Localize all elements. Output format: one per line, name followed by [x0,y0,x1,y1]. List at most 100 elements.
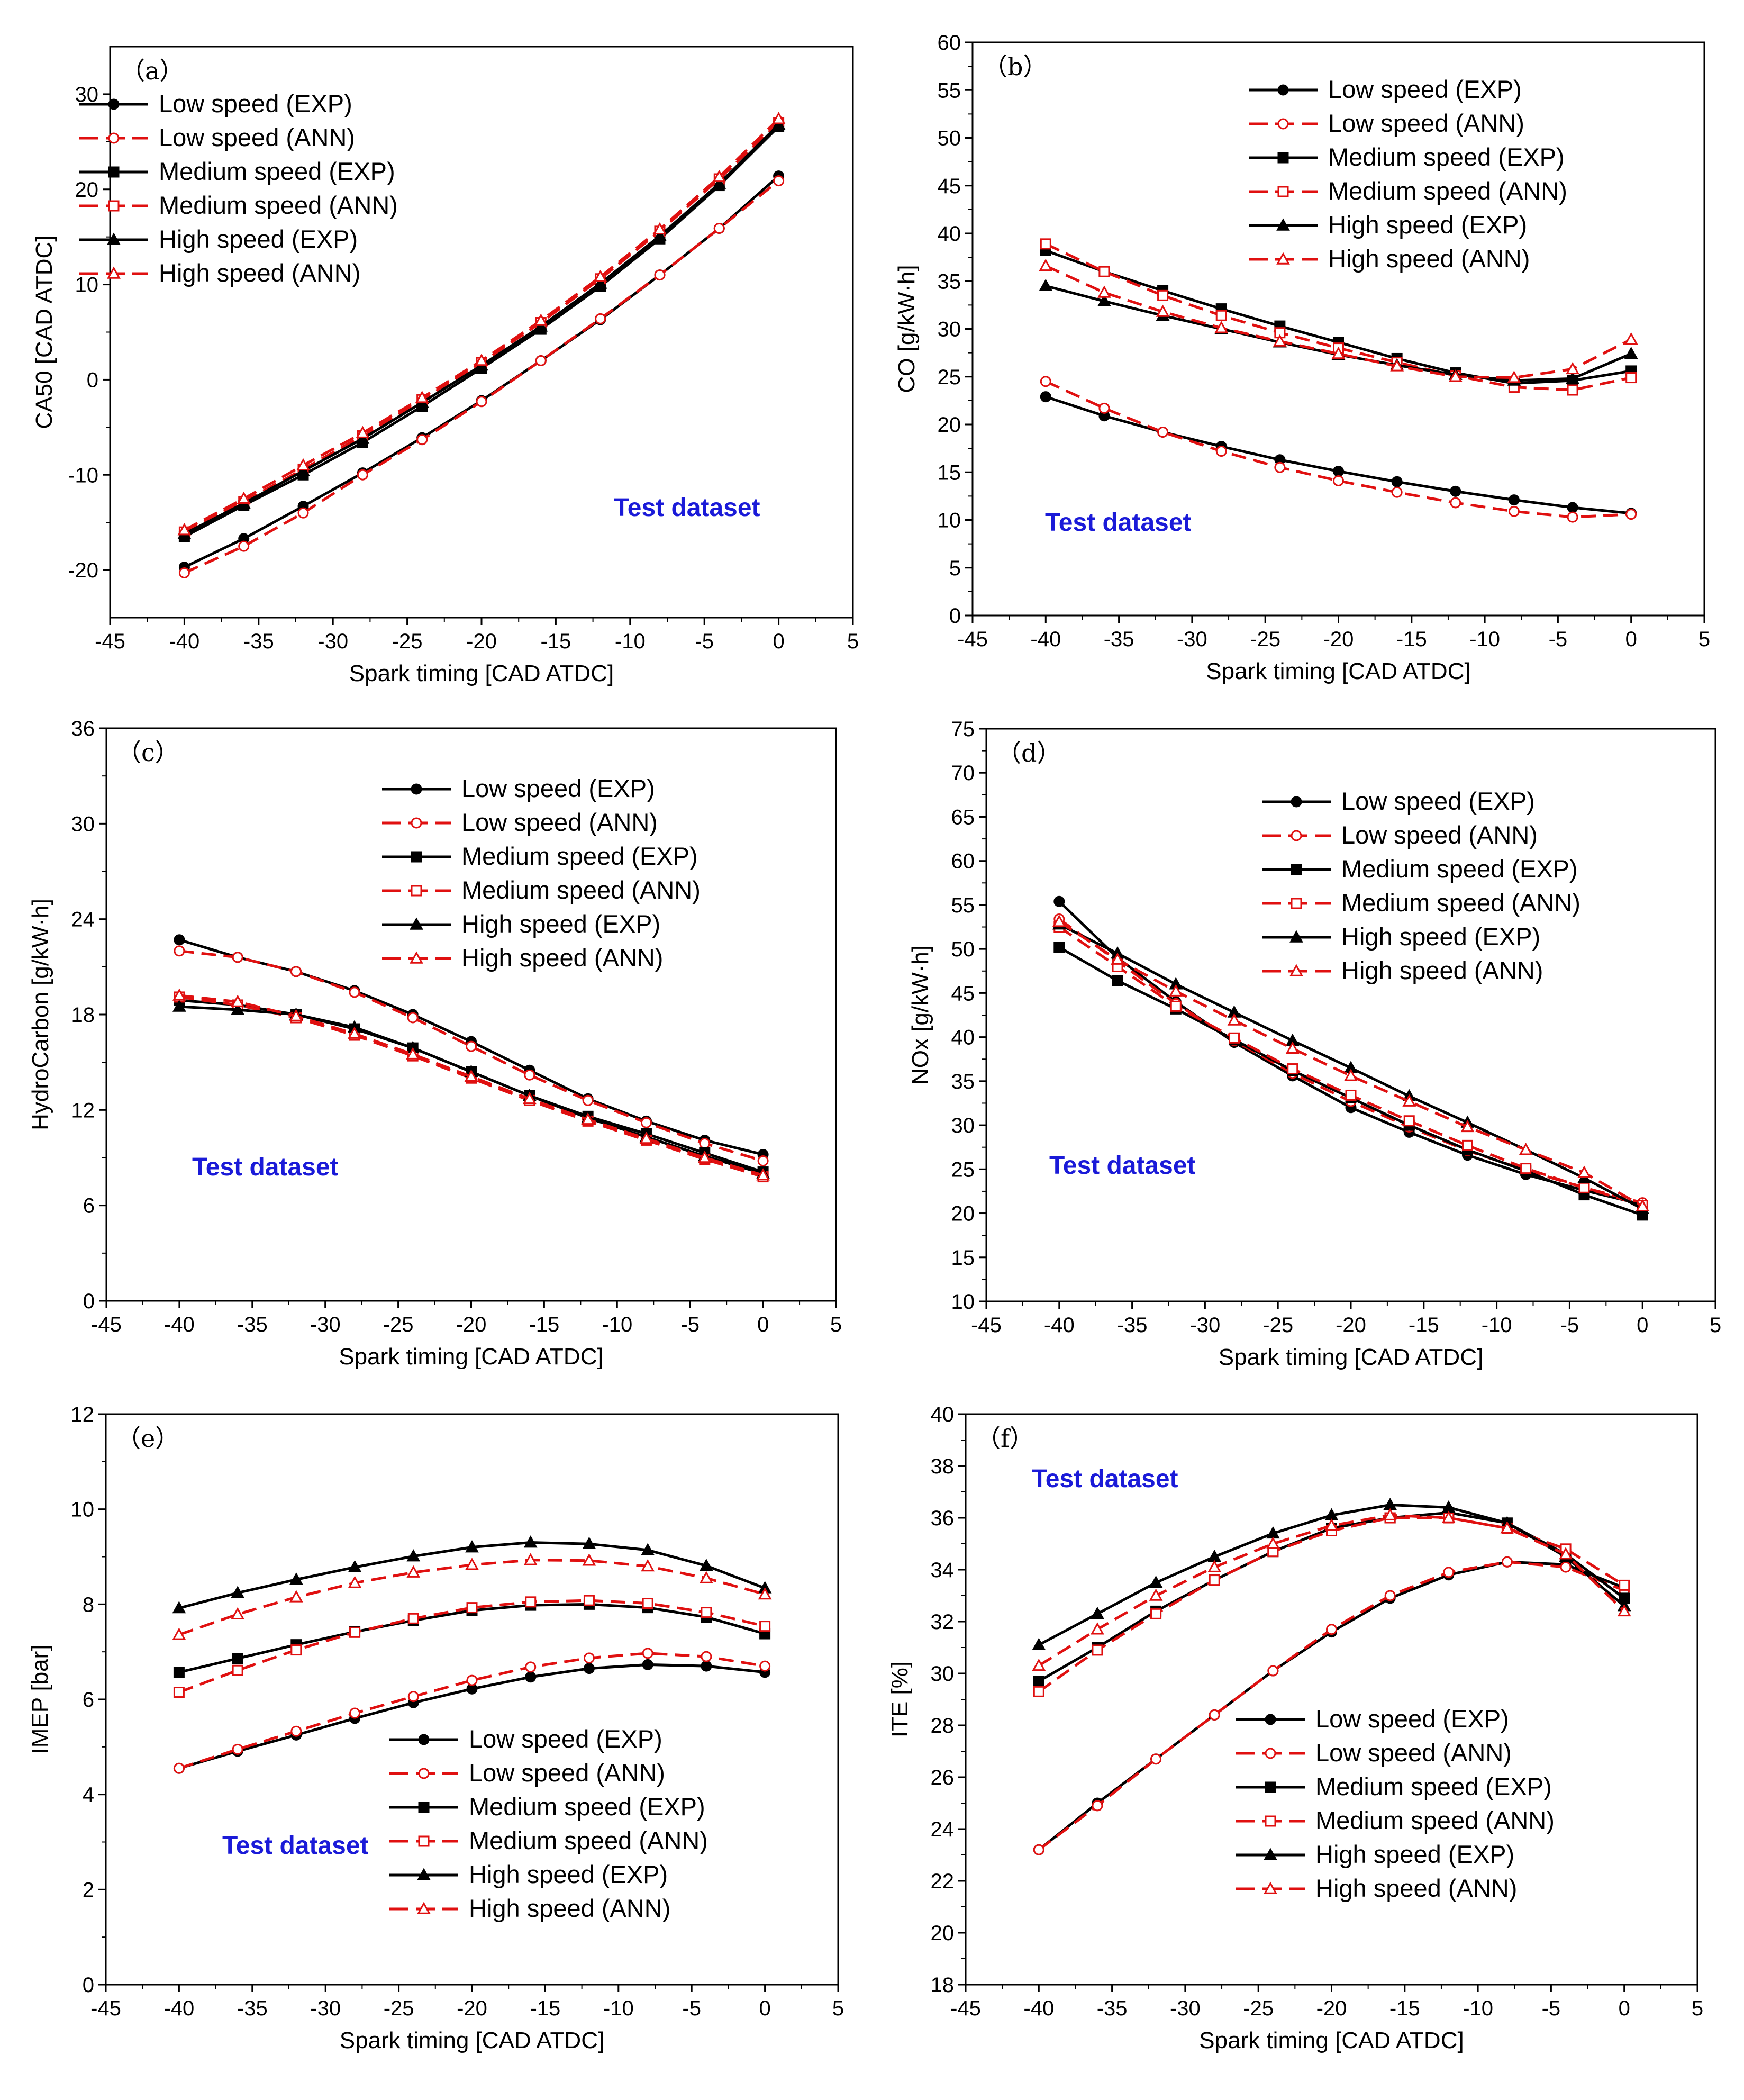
data-point [1052,915,1066,927]
data-point [406,1549,421,1562]
y-tick-label: 70 [951,762,975,785]
y-tick-label: 10 [938,509,961,532]
x-tick-label: -35 [243,630,274,653]
data-point [1344,1069,1358,1081]
data-point [1448,369,1463,382]
data-point [1274,461,1286,473]
y-tick-label: 36 [71,717,95,740]
x-tick-label: -40 [164,1997,194,2020]
data-point [415,391,429,403]
data-point [1333,475,1344,486]
data-point [1461,1139,1473,1151]
data-point [1450,485,1461,497]
data-point [1619,1579,1630,1591]
data-point [1097,294,1111,306]
x-tick-label: -40 [169,630,199,653]
legend-marker [1265,1815,1276,1827]
data-point [1624,332,1638,345]
data-point [525,1596,537,1608]
data-point [1273,334,1287,347]
data-point [466,1602,478,1614]
legend-entry: Low speed (ANN) [1341,821,1538,849]
chart-panel-6: -45 -40 -35 -30 -25 -20 -15 -10 -5 0 5 18 20 22 24 26 28… [887,1403,1703,2053]
series-line [1058,920,1643,1208]
series-line [1045,395,1631,515]
data-point [290,966,302,977]
data-point [583,1663,595,1674]
data-point [407,1012,419,1024]
x-tick-label: 5 [832,1997,844,2020]
data-point [1040,376,1051,387]
legend-entry: Medium speed (ANN) [1341,889,1580,917]
x-tick-label: 5 [830,1313,842,1336]
data-point [1559,1547,1573,1560]
legend-marker [108,166,120,178]
x-tick-label: -5 [695,630,714,653]
x-tick-label: -40 [1023,1997,1054,2020]
y-tick-label: 15 [938,461,961,484]
legend-marker [1277,186,1289,197]
data-point [701,1651,712,1662]
y-tick-label: 6 [83,1688,94,1712]
data-point [1227,1013,1241,1026]
data-point [1097,285,1111,298]
series-line [1038,1516,1625,1693]
legend-entry: Low speed (EXP) [1328,75,1522,103]
data-point [1402,1094,1416,1107]
x-tick-label: -10 [615,630,646,653]
x-tick-label: -45 [95,630,125,653]
y-axis-label: CA50 [CAD ATDC] [31,236,57,429]
data-point [1391,486,1403,498]
data-point [356,426,370,438]
data-point [701,1607,712,1618]
data-point [1508,494,1520,506]
legend-entry: High speed (EXP) [1315,1840,1514,1868]
series-1 [1040,391,1637,519]
data-point [1157,426,1169,438]
legend-entry: High speed (EXP) [159,225,358,253]
series-5 [1039,278,1638,386]
data-point [1441,1510,1456,1523]
data-point [1092,1800,1103,1812]
data-point [406,1565,421,1578]
data-point [289,1572,303,1585]
y-tick-label: 60 [951,850,975,873]
legend-marker [1291,898,1302,909]
data-point [525,1661,537,1673]
x-tick-label: -20 [456,1313,487,1336]
series-6 [172,1553,772,1640]
data-point [1384,1590,1396,1601]
x-tick-label: -30 [310,1313,341,1336]
legend-entry: Medium speed (ANN) [469,1826,708,1854]
x-tick-label: -30 [1189,1314,1220,1337]
data-point [712,169,726,183]
data-point [1625,372,1637,384]
x-tick-label: -15 [530,1997,560,2020]
data-point [1091,1622,1104,1635]
series-5 [1032,1498,1631,1650]
data-point [1033,1676,1044,1687]
y-axis-label: ITE [%] [887,1661,913,1737]
data-point [238,540,250,552]
data-point [524,1069,535,1081]
panel-label: （a） [121,57,184,85]
data-point [407,1691,419,1703]
legend-entry: Low speed (ANN) [1315,1739,1512,1767]
panel-label: （e） [116,1424,179,1453]
legend-marker [1291,830,1302,841]
data-point [1500,1521,1514,1534]
legend-marker [1264,1848,1277,1860]
legend: Low speed (EXP) Low speed (ANN) Medium spe… [1249,75,1567,273]
legend-entry: High speed (ANN) [1341,956,1543,984]
x-tick-label: -10 [1463,1997,1493,2020]
legend-entry: High speed (ANN) [461,944,663,972]
series-2 [173,1648,771,1774]
y-tick-label: 28 [931,1714,955,1737]
legend-entry: Medium speed (ANN) [159,191,398,219]
legend-entry: Low speed (EXP) [1315,1705,1509,1733]
data-point [173,1687,185,1698]
y-tick-label: 32 [931,1610,955,1634]
data-point [1287,1063,1298,1075]
x-tick-label: 5 [1710,1314,1721,1337]
legend-entry: High speed (EXP) [461,910,660,938]
